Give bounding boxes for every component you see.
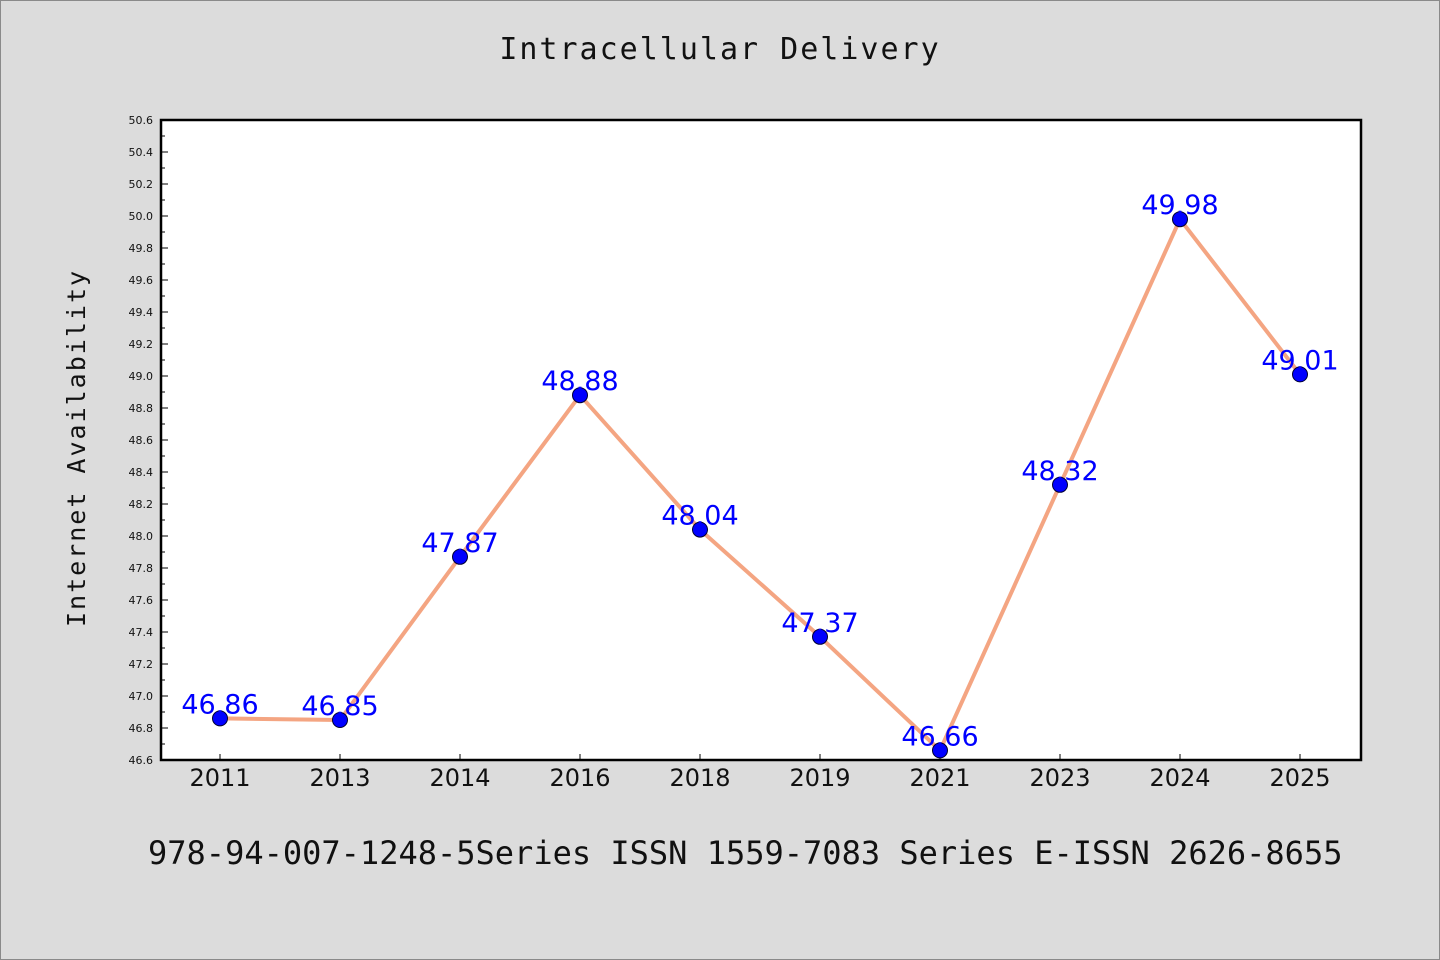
y-tick-label: 48.8	[129, 402, 154, 415]
y-tick-label: 49.2	[129, 338, 154, 351]
data-label: 49.98	[1141, 190, 1218, 221]
y-tick-label: 49.8	[129, 242, 154, 255]
x-tick-label: 2025	[1269, 764, 1330, 792]
y-tick-label: 50.6	[129, 114, 154, 127]
data-label: 48.04	[661, 501, 738, 532]
data-label: 47.37	[781, 608, 858, 639]
data-point	[452, 548, 468, 565]
x-tick-label: 2011	[189, 764, 250, 792]
plot-area	[159, 118, 1363, 762]
footer-isbn-text: 978-94-007-1248-5Series ISSN 1559-7083 S…	[148, 834, 1343, 872]
data-point	[812, 628, 828, 645]
data-label: 47.87	[421, 528, 498, 559]
y-tick-label: 47.4	[129, 626, 154, 639]
data-point	[932, 742, 948, 759]
y-axis: 46.6 46.8 47.0 47.2 47.4 47.6 47.8 48.0 48.2 48.4…	[129, 114, 168, 767]
data-point	[1052, 476, 1068, 493]
y-tick-label: 49.0	[129, 370, 154, 383]
data-label: 49.01	[1261, 345, 1338, 376]
data-label: 48.32	[1021, 456, 1098, 487]
series-layer: 46.86 46.85 47.87 48.88 48.04 47.37 46.66 48.32…	[181, 190, 1339, 759]
series-line	[219, 217, 1302, 753]
x-tick-label: 2014	[429, 764, 490, 792]
y-axis-label: Internet Availability	[62, 269, 91, 627]
x-tick-label: 2016	[549, 764, 610, 792]
data-point	[332, 712, 348, 728]
data-point	[1172, 211, 1188, 228]
data-label: 46.86	[181, 689, 258, 720]
y-tick-label: 48.0	[129, 530, 154, 543]
x-tick-label: 2023	[1029, 764, 1090, 792]
y-tick-label: 46.8	[129, 722, 154, 735]
y-tick-label: 47.6	[129, 594, 154, 607]
y-tick-label: 47.8	[129, 562, 154, 575]
x-tick-label: 2021	[909, 764, 970, 792]
y-tick-label: 50.2	[129, 178, 154, 191]
x-tick-label: 2013	[309, 764, 370, 792]
y-tick-label: 47.0	[129, 690, 154, 703]
x-tick-label: 2024	[1149, 764, 1210, 792]
y-tick-label: 50.0	[129, 210, 154, 223]
y-tick-label: 48.4	[129, 466, 154, 479]
data-point	[692, 521, 708, 538]
x-tick-label: 2018	[669, 764, 730, 792]
data-point	[212, 710, 228, 727]
x-tick-label: 2019	[789, 764, 850, 792]
y-tick-label: 46.6	[129, 754, 154, 767]
y-tick-label: 49.6	[129, 274, 154, 287]
y-tick-label: 48.2	[129, 498, 154, 511]
data-label: 46.66	[901, 721, 978, 752]
chart-title: Intracellular Delivery	[499, 32, 941, 67]
y-tick-label: 47.2	[129, 658, 154, 671]
y-tick-label: 49.4	[129, 306, 154, 319]
data-point	[1292, 366, 1308, 383]
y-tick-label: 48.6	[129, 434, 154, 447]
data-point	[572, 387, 588, 404]
y-tick-label: 50.4	[129, 146, 154, 159]
x-axis: 2011 2013 2014 2016 2018 2019 2021 2023 2024 2025	[189, 754, 1331, 792]
data-label: 48.88	[541, 366, 618, 397]
data-label: 46.85	[301, 691, 378, 722]
